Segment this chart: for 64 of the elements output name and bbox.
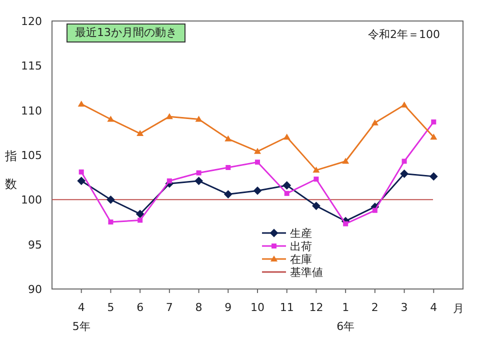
x-tick-label: 10 <box>250 301 264 314</box>
x-tick-label: 4 <box>430 301 438 314</box>
point <box>194 176 203 186</box>
y-tick-label: 100 <box>21 194 42 207</box>
point <box>371 119 378 126</box>
point <box>429 172 438 181</box>
x-tick-label: 5 <box>107 301 114 314</box>
x-tick-label: 7 <box>166 301 173 314</box>
point <box>195 116 202 122</box>
x-tick-label: 9 <box>224 301 232 314</box>
point <box>253 186 262 195</box>
point <box>400 101 408 108</box>
legend-label: 基準値 <box>290 266 323 279</box>
point <box>312 202 320 210</box>
point <box>78 169 84 174</box>
legend-label: 在庫 <box>290 253 312 266</box>
x-tick-label: 11 <box>280 301 294 314</box>
point <box>226 165 231 170</box>
point <box>196 170 202 176</box>
point <box>402 158 407 164</box>
point <box>254 148 261 154</box>
point <box>108 220 114 224</box>
point <box>314 176 319 182</box>
y-tick-label: 95 <box>28 238 42 252</box>
point <box>138 218 143 223</box>
point <box>430 134 438 140</box>
point <box>224 190 232 199</box>
point <box>166 113 173 120</box>
y-tick-label: 90 <box>28 283 42 296</box>
x-tick-label: 1 6年 <box>336 301 355 333</box>
point <box>107 116 114 122</box>
point <box>431 119 436 124</box>
point <box>255 160 260 165</box>
point <box>284 190 290 196</box>
x-tick-label: 4 5年 <box>72 301 90 333</box>
point <box>166 178 172 184</box>
y-tick-label: 115 <box>21 60 42 73</box>
point <box>224 135 232 142</box>
point <box>106 195 115 204</box>
x-axis-title: 月 <box>453 302 464 315</box>
x-tick-label: 6 <box>136 301 144 314</box>
point <box>136 130 144 136</box>
point <box>282 181 292 190</box>
legend-label: 生産 <box>290 227 312 240</box>
legend-label: 出荷 <box>290 240 312 253</box>
point <box>78 100 85 107</box>
point <box>400 170 408 178</box>
x-tick-label: 2 <box>371 301 378 314</box>
point <box>312 166 320 173</box>
point <box>343 221 348 226</box>
x-tick-label: 8 <box>195 301 202 314</box>
y-tick-label: 105 <box>21 149 42 162</box>
y-axis-title: 指数 <box>4 149 17 191</box>
point <box>342 158 350 164</box>
x-tick-label: 12 <box>309 301 324 314</box>
text: 最近13か月間の動き <box>75 26 177 39</box>
point <box>136 210 144 218</box>
x-tick-label: 3 <box>400 301 408 314</box>
point <box>372 208 378 213</box>
y-tick-label: 120 <box>21 15 42 28</box>
point <box>77 176 86 186</box>
text: 令和2年＝100 <box>368 28 440 41</box>
point <box>283 134 290 140</box>
y-tick-label: 110 <box>21 104 42 118</box>
